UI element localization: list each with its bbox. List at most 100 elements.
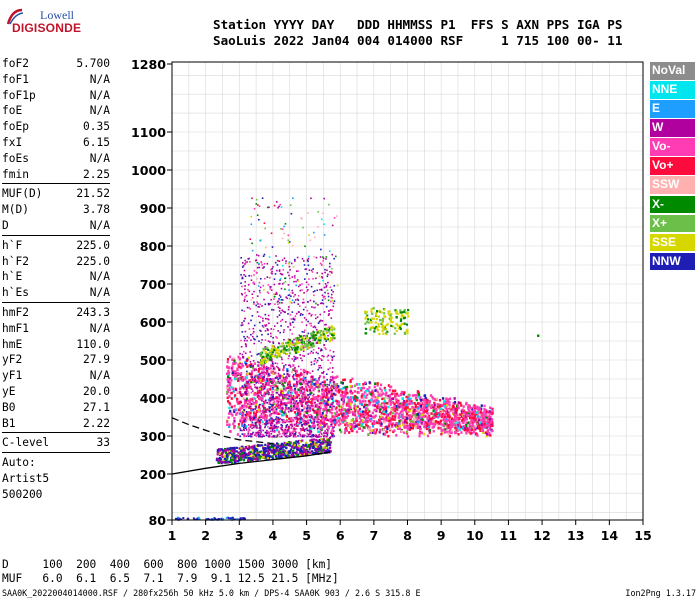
echo-point [299, 390, 302, 394]
echo-point [318, 375, 322, 378]
echo-point [276, 446, 280, 449]
echo-point [308, 410, 311, 412]
echo-point [233, 419, 236, 423]
echo-point [266, 456, 269, 460]
echo-point [379, 424, 382, 427]
echo-point [310, 336, 313, 339]
echo-point [241, 324, 244, 326]
echo-point [244, 285, 246, 287]
echo-point [474, 418, 477, 422]
echo-point [414, 409, 417, 413]
echo-point [322, 442, 325, 445]
echo-point [228, 366, 231, 369]
echo-point [423, 398, 426, 402]
echo-point [443, 405, 446, 408]
echo-point [248, 257, 250, 260]
echo-point [252, 397, 256, 400]
echo-point [256, 311, 259, 313]
echo-point [317, 385, 320, 389]
echo-point [309, 393, 311, 396]
echo-point [276, 453, 280, 456]
echo-point [322, 372, 324, 374]
echo-point [329, 362, 332, 364]
echo-point [275, 418, 277, 420]
echo-point [244, 414, 248, 417]
echo-point [361, 419, 364, 423]
echo-point [262, 363, 265, 367]
echo-point [233, 461, 237, 464]
echo-point [303, 377, 306, 380]
echo-point [250, 455, 253, 459]
echo-point [252, 391, 255, 395]
echo-point [272, 428, 274, 430]
echo-point [362, 393, 365, 397]
param-name: fmin [2, 167, 29, 181]
echo-point [353, 427, 356, 430]
echo-point [244, 383, 247, 387]
echo-point [248, 428, 251, 432]
echo-point [283, 445, 286, 448]
echo-point [304, 382, 307, 385]
echo-point [236, 368, 239, 372]
echo-point [226, 365, 229, 368]
echo-point [356, 396, 359, 400]
echo-point [254, 457, 257, 461]
echo-point [320, 367, 323, 369]
echo-point [283, 338, 285, 341]
echo-point [287, 426, 290, 430]
echo-point [295, 431, 297, 434]
param-value: N/A [89, 286, 110, 300]
echo-point [274, 354, 277, 357]
echo-point [273, 444, 276, 447]
echo-point [274, 389, 277, 392]
echo-point [287, 384, 290, 387]
echo-point [243, 409, 245, 411]
echo-point [257, 303, 259, 305]
echo-point [351, 429, 354, 433]
echo-point [270, 424, 272, 427]
echo-point [416, 416, 419, 420]
echo-point [371, 431, 375, 434]
echo-point [323, 419, 326, 423]
echo-point [281, 299, 284, 301]
echo-point [256, 432, 259, 435]
echo-point [307, 433, 310, 436]
echo-point [310, 341, 313, 344]
echo-point [422, 406, 426, 410]
echo-point [316, 447, 319, 450]
echo-point [262, 320, 264, 322]
echo-point [353, 407, 356, 410]
echo-point [318, 383, 321, 386]
echo-point [332, 399, 335, 403]
echo-point [258, 454, 261, 457]
echo-point [376, 398, 379, 402]
echo-point [290, 391, 293, 395]
echo-point [383, 386, 386, 390]
echo-point [441, 415, 444, 419]
echo-point [240, 447, 243, 450]
echo-point [317, 368, 319, 371]
echo-point [246, 381, 249, 385]
param-value: 6.15 [83, 135, 110, 149]
param-name: hmE [2, 337, 23, 351]
echo-point [217, 461, 221, 464]
echo-point [279, 377, 281, 379]
echo-point [292, 317, 295, 320]
echo-point [226, 384, 229, 388]
echo-point [391, 411, 395, 415]
echo-point [246, 358, 248, 360]
echo-point [444, 410, 447, 413]
echo-point [374, 414, 377, 418]
echo-point [278, 269, 281, 271]
echo-point [355, 383, 358, 386]
echo-point [272, 411, 275, 414]
echo-point [299, 314, 302, 317]
echo-point [276, 434, 279, 437]
echo-point [293, 355, 296, 358]
echo-point [471, 416, 474, 420]
echo-point [245, 380, 248, 383]
echo-point [359, 418, 363, 422]
echo-point [477, 418, 481, 422]
echo-point [389, 420, 392, 423]
echo-point [287, 364, 290, 367]
